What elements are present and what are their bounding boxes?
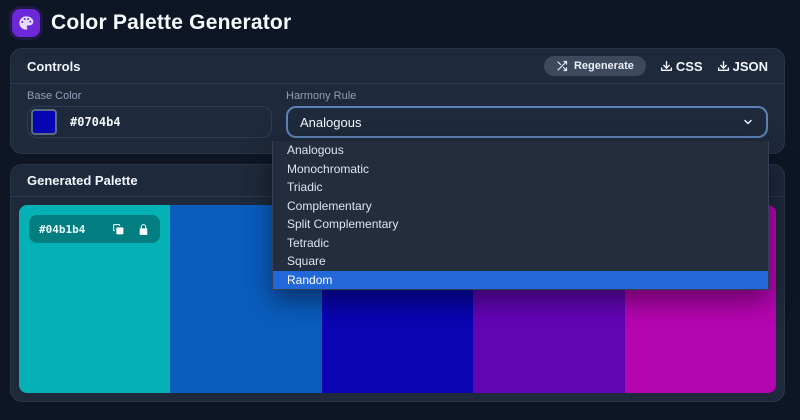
dropdown-option-complementary[interactable]: Complementary xyxy=(287,198,372,213)
export-css-button[interactable]: CSS xyxy=(660,59,703,74)
controls-panel: Controls Regenerate CSS xyxy=(10,48,785,154)
shuffle-icon xyxy=(556,60,568,72)
controls-title: Controls xyxy=(27,58,81,74)
harmony-rule-selected-value: Analogous xyxy=(300,114,362,130)
dropdown-option-monochromatic[interactable]: Monochromatic xyxy=(287,161,370,176)
swatch-info-bar: #04b1b4 xyxy=(29,215,161,243)
page-title: Color Palette Generator xyxy=(51,11,292,34)
copy-icon xyxy=(112,223,125,236)
export-json-button[interactable]: JSON xyxy=(717,59,768,74)
controls-actions: Regenerate CSS JSON xyxy=(543,56,768,76)
dropdown-option-split-complementary[interactable]: Split Complementary xyxy=(287,217,399,231)
dropdown-option-analogous[interactable]: Analogous xyxy=(287,143,344,157)
base-color-label: Base Color xyxy=(27,90,82,102)
lock-swatch-button[interactable] xyxy=(137,223,150,236)
harmony-rule-select[interactable]: Analogous xyxy=(286,106,768,138)
palette-logo-icon xyxy=(12,9,40,37)
dropdown-option-triadic[interactable]: Triadic xyxy=(287,180,323,194)
regenerate-label: Regenerate xyxy=(573,60,634,72)
download-icon xyxy=(660,60,673,73)
export-css-label: CSS xyxy=(675,58,703,74)
app-header: Color Palette Generator xyxy=(0,0,800,46)
harmony-rule-label: Harmony Rule xyxy=(286,90,357,102)
export-json-label: JSON xyxy=(732,58,768,74)
harmony-rule-dropdown: Analogous Monochromatic Triadic Compleme… xyxy=(272,141,769,290)
chevron-down-icon xyxy=(742,116,754,128)
dropdown-option-square[interactable]: Square xyxy=(287,254,326,268)
base-color-hex-value[interactable]: #0704b4 xyxy=(70,115,121,129)
regenerate-button[interactable]: Regenerate xyxy=(543,56,646,76)
base-color-input[interactable]: #0704b4 xyxy=(27,106,272,138)
base-color-swatch[interactable] xyxy=(31,109,57,135)
dropdown-option-tetradic[interactable]: Tetradic xyxy=(287,235,330,250)
download-icon xyxy=(717,60,730,73)
palette-swatch-1[interactable]: #04b1b4 xyxy=(19,205,171,393)
copy-hex-button[interactable] xyxy=(112,223,125,236)
lock-icon xyxy=(137,223,150,236)
swatch-hex-value: #04b1b4 xyxy=(39,222,86,236)
dropdown-option-random[interactable]: Random xyxy=(273,270,768,289)
generated-palette-title: Generated Palette xyxy=(27,173,138,188)
